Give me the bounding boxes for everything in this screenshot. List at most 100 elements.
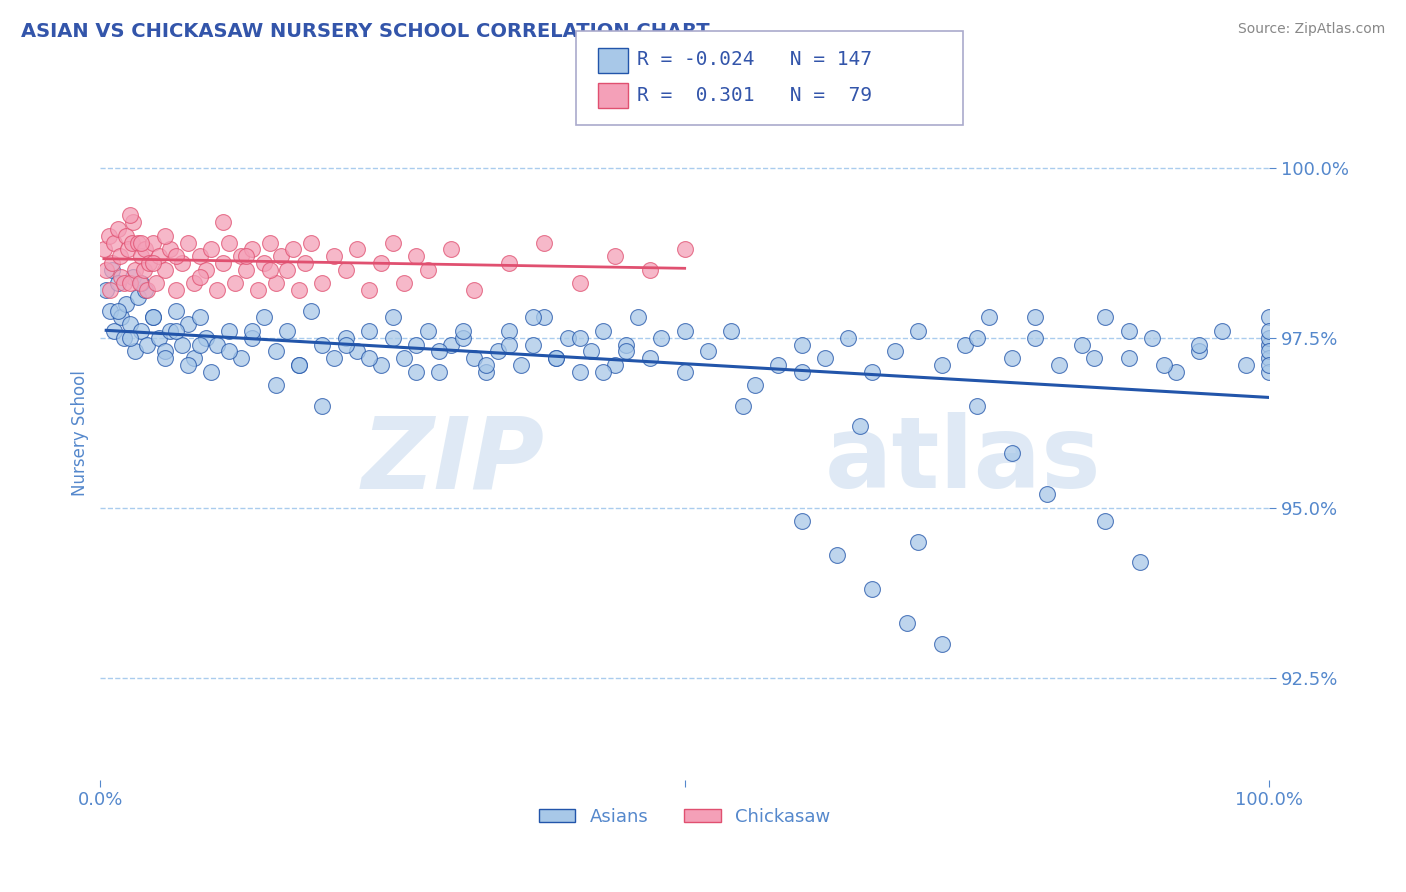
Point	[138, 256, 160, 270]
Point	[359, 324, 381, 338]
Point	[240, 243, 263, 257]
Point	[124, 263, 146, 277]
Point	[247, 283, 270, 297]
Point	[498, 324, 520, 338]
Point	[235, 249, 257, 263]
Point	[463, 283, 485, 297]
Point	[510, 358, 533, 372]
Point	[697, 344, 720, 359]
Point	[159, 324, 181, 338]
Point	[229, 249, 252, 263]
Point	[790, 337, 813, 351]
Point	[1153, 358, 1175, 372]
Point	[603, 249, 626, 263]
Point	[673, 365, 696, 379]
Point	[1083, 351, 1105, 366]
Point	[966, 331, 988, 345]
Point	[1164, 365, 1187, 379]
Point	[416, 263, 439, 277]
Point	[112, 277, 135, 291]
Point	[931, 637, 953, 651]
Point	[335, 263, 357, 277]
Point	[346, 344, 368, 359]
Point	[1024, 331, 1046, 345]
Point	[568, 365, 591, 379]
Point	[1258, 337, 1281, 351]
Point	[673, 243, 696, 257]
Point	[153, 228, 176, 243]
Point	[1036, 487, 1059, 501]
Point	[1001, 446, 1024, 460]
Point	[790, 365, 813, 379]
Point	[259, 235, 281, 250]
Point	[533, 235, 555, 250]
Point	[110, 249, 132, 263]
Point	[96, 283, 118, 297]
Point	[370, 358, 392, 372]
Point	[153, 344, 176, 359]
Point	[264, 344, 287, 359]
Point	[1258, 331, 1281, 345]
Point	[177, 235, 200, 250]
Point	[93, 243, 115, 257]
Point	[837, 331, 859, 345]
Point	[259, 263, 281, 277]
Point	[283, 243, 305, 257]
Point	[118, 317, 141, 331]
Point	[1140, 331, 1163, 345]
Point	[1234, 358, 1257, 372]
Point	[188, 310, 211, 325]
Point	[977, 310, 1000, 325]
Point	[1258, 310, 1281, 325]
Point	[294, 256, 316, 270]
Point	[416, 324, 439, 338]
Point	[814, 351, 837, 366]
Point	[896, 616, 918, 631]
Point	[107, 303, 129, 318]
Point	[720, 324, 742, 338]
Point	[98, 303, 121, 318]
Point	[733, 399, 755, 413]
Point	[118, 209, 141, 223]
Point	[103, 235, 125, 250]
Point	[253, 256, 276, 270]
Point	[311, 277, 333, 291]
Point	[142, 256, 165, 270]
Point	[451, 324, 474, 338]
Point	[486, 344, 509, 359]
Y-axis label: Nursery School: Nursery School	[72, 370, 89, 496]
Point	[218, 344, 240, 359]
Point	[907, 534, 929, 549]
Point	[194, 331, 217, 345]
Point	[522, 337, 544, 351]
Point	[392, 277, 415, 291]
Point	[381, 310, 404, 325]
Point	[381, 331, 404, 345]
Point	[533, 310, 555, 325]
Point	[335, 331, 357, 345]
Point	[299, 235, 322, 250]
Point	[766, 358, 789, 372]
Point	[97, 228, 120, 243]
Point	[212, 256, 235, 270]
Point	[1258, 351, 1281, 366]
Point	[117, 243, 139, 257]
Point	[966, 399, 988, 413]
Point	[188, 269, 211, 284]
Point	[200, 243, 222, 257]
Point	[288, 358, 311, 372]
Point	[627, 310, 650, 325]
Point	[346, 243, 368, 257]
Point	[127, 290, 149, 304]
Point	[276, 263, 298, 277]
Point	[614, 337, 637, 351]
Point	[177, 358, 200, 372]
Point	[188, 337, 211, 351]
Text: ZIP: ZIP	[361, 412, 544, 509]
Point	[1129, 555, 1152, 569]
Point	[270, 249, 292, 263]
Point	[546, 351, 568, 366]
Point	[129, 324, 152, 338]
Point	[118, 331, 141, 345]
Point	[110, 310, 132, 325]
